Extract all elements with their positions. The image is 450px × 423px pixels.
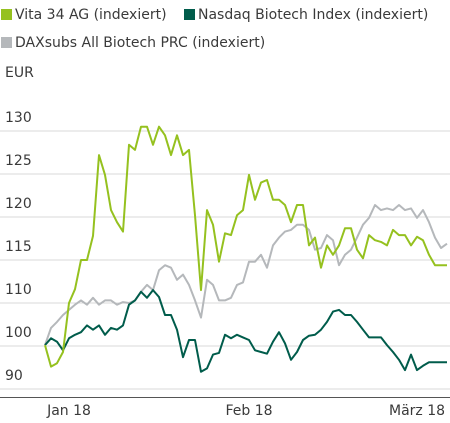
x-tick-label: März 18 — [389, 403, 445, 419]
y-tick-label: 125 — [5, 153, 32, 169]
y-tick-label: 130 — [5, 110, 32, 126]
series-line — [44, 204, 448, 346]
legend-swatch — [184, 9, 195, 20]
legend-swatch — [1, 9, 12, 20]
legend-label: Nasdaq Biotech Index (indexiert) — [198, 7, 428, 23]
y-tick-label: 120 — [5, 196, 32, 212]
series-line — [44, 289, 447, 373]
y-tick-label: 110 — [5, 282, 32, 298]
x-tick-label: Feb 18 — [225, 403, 272, 419]
legend-swatch — [1, 37, 12, 48]
series-line — [44, 125, 447, 368]
legend-label: Vita 34 AG (indexiert) — [15, 7, 167, 23]
legend-label: DAXsubs All Biotech PRC (indexiert) — [15, 35, 265, 51]
y-tick-label: 115 — [5, 239, 32, 255]
y-axis-label: EUR — [5, 65, 34, 81]
y-tick-label: 90 — [5, 368, 23, 384]
x-tick-label: Jan 18 — [46, 403, 91, 419]
y-tick-label: 100 — [5, 325, 32, 341]
